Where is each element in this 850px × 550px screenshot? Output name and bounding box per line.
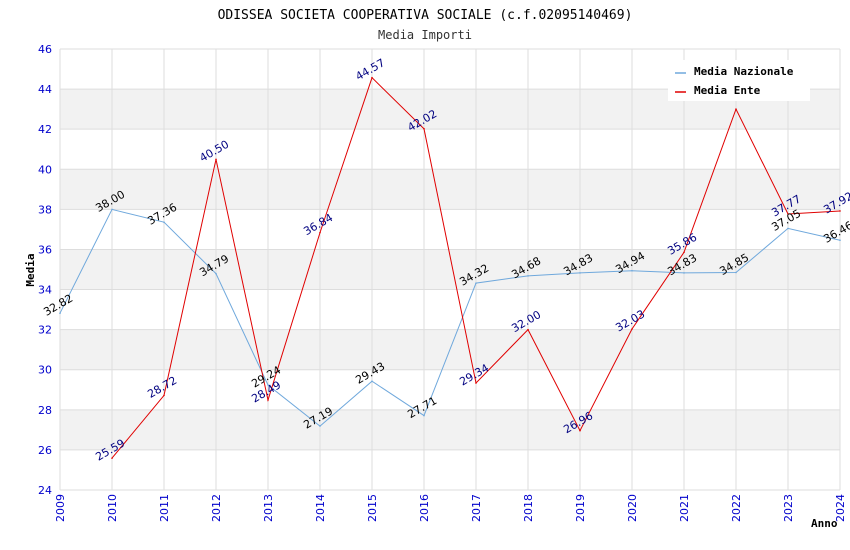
y-tick-label: 38: [38, 203, 52, 216]
data-point: [527, 328, 529, 331]
legend-label-ente: Media Ente: [694, 84, 761, 97]
data-point: [527, 275, 529, 277]
data-point: [683, 251, 685, 254]
data-point: [371, 380, 373, 382]
y-tick-label: 28: [38, 404, 52, 417]
plot-band: [60, 209, 840, 250]
plot-band: [60, 449, 840, 490]
x-tick-label: 2019: [574, 494, 587, 522]
y-tick-label: 40: [38, 163, 52, 176]
x-tick-label: 2009: [54, 494, 67, 522]
x-tick-label: 2017: [470, 494, 483, 522]
data-point: [631, 269, 633, 272]
plot-band: [60, 369, 840, 410]
data-point: [111, 457, 113, 459]
data-point: [215, 272, 217, 275]
x-tick-label: 2020: [626, 494, 639, 522]
y-tick-label: 24: [38, 484, 52, 497]
plot-band: [60, 289, 840, 330]
y-tick-label: 30: [38, 364, 52, 377]
y-tick-label: 42: [38, 123, 52, 136]
data-point: [423, 414, 425, 417]
y-tick-label: 46: [38, 43, 52, 56]
data-point: [423, 127, 425, 130]
data-point: [267, 399, 269, 401]
y-tick-label: 36: [38, 243, 52, 256]
x-tick-label: 2014: [314, 494, 327, 522]
data-point: [683, 272, 685, 274]
legend-box: [668, 60, 810, 101]
x-tick-label: 2016: [418, 494, 431, 522]
series-line-nazionale: [59, 208, 841, 427]
chart-background-bands: [60, 49, 840, 490]
data-point: [475, 282, 477, 284]
x-tick-label: 2015: [366, 494, 379, 522]
chart-gridlines: [59, 48, 841, 491]
x-tick-label: 2021: [678, 494, 691, 522]
series-lines: [59, 76, 841, 459]
data-point: [267, 384, 269, 386]
data-point: [319, 425, 321, 427]
plot-band: [60, 169, 840, 210]
data-point: [579, 272, 581, 274]
y-tick-label: 34: [38, 284, 52, 297]
data-point: [735, 271, 737, 274]
chart-subtitle: Media Importi: [378, 28, 472, 42]
y-axis-label: Media: [24, 253, 37, 286]
x-tick-label: 2022: [730, 494, 743, 522]
x-axis-ticks: 2009 2010 2011 2012 2013 2014 2015 2016 2017 2018…: [54, 494, 847, 522]
data-point: [163, 394, 165, 397]
data-point: [839, 210, 841, 212]
data-point: [787, 213, 789, 215]
data-point: [475, 382, 477, 384]
legend-label-nazionale: Media Nazionale: [694, 65, 794, 78]
x-tick-label: 2011: [158, 494, 171, 522]
data-point: [319, 231, 321, 234]
y-axis-ticks: 24 26 28 30 32 34 36 38 40 42 44 46: [38, 43, 52, 497]
x-tick-label: 2013: [262, 494, 275, 522]
data-point: [59, 312, 61, 314]
y-tick-label: 44: [38, 83, 52, 96]
x-tick-label: 2012: [210, 494, 223, 522]
x-tick-label: 2018: [522, 494, 535, 522]
data-point: [163, 221, 165, 223]
legend: Media Nazionale Media Ente: [668, 60, 810, 101]
y-tick-label: 32: [38, 324, 52, 337]
chart-title: ODISSEA SOCIETA COOPERATIVA SOCIALE (c.f…: [218, 8, 633, 23]
data-point: [787, 227, 789, 230]
x-tick-label: 2023: [782, 494, 795, 522]
plot-band: [60, 129, 840, 170]
data-point: [735, 108, 737, 110]
x-tick-label: 2024: [834, 494, 847, 522]
data-point: [371, 76, 373, 79]
data-point: [839, 239, 841, 242]
data-point: [579, 429, 581, 432]
data-point: [215, 158, 217, 161]
x-tick-label: 2010: [106, 494, 119, 522]
y-tick-label: 26: [38, 444, 52, 457]
data-point: [111, 208, 113, 211]
data-point: [631, 328, 633, 330]
plot-band: [60, 409, 840, 450]
x-axis-label: Anno: [811, 517, 838, 530]
